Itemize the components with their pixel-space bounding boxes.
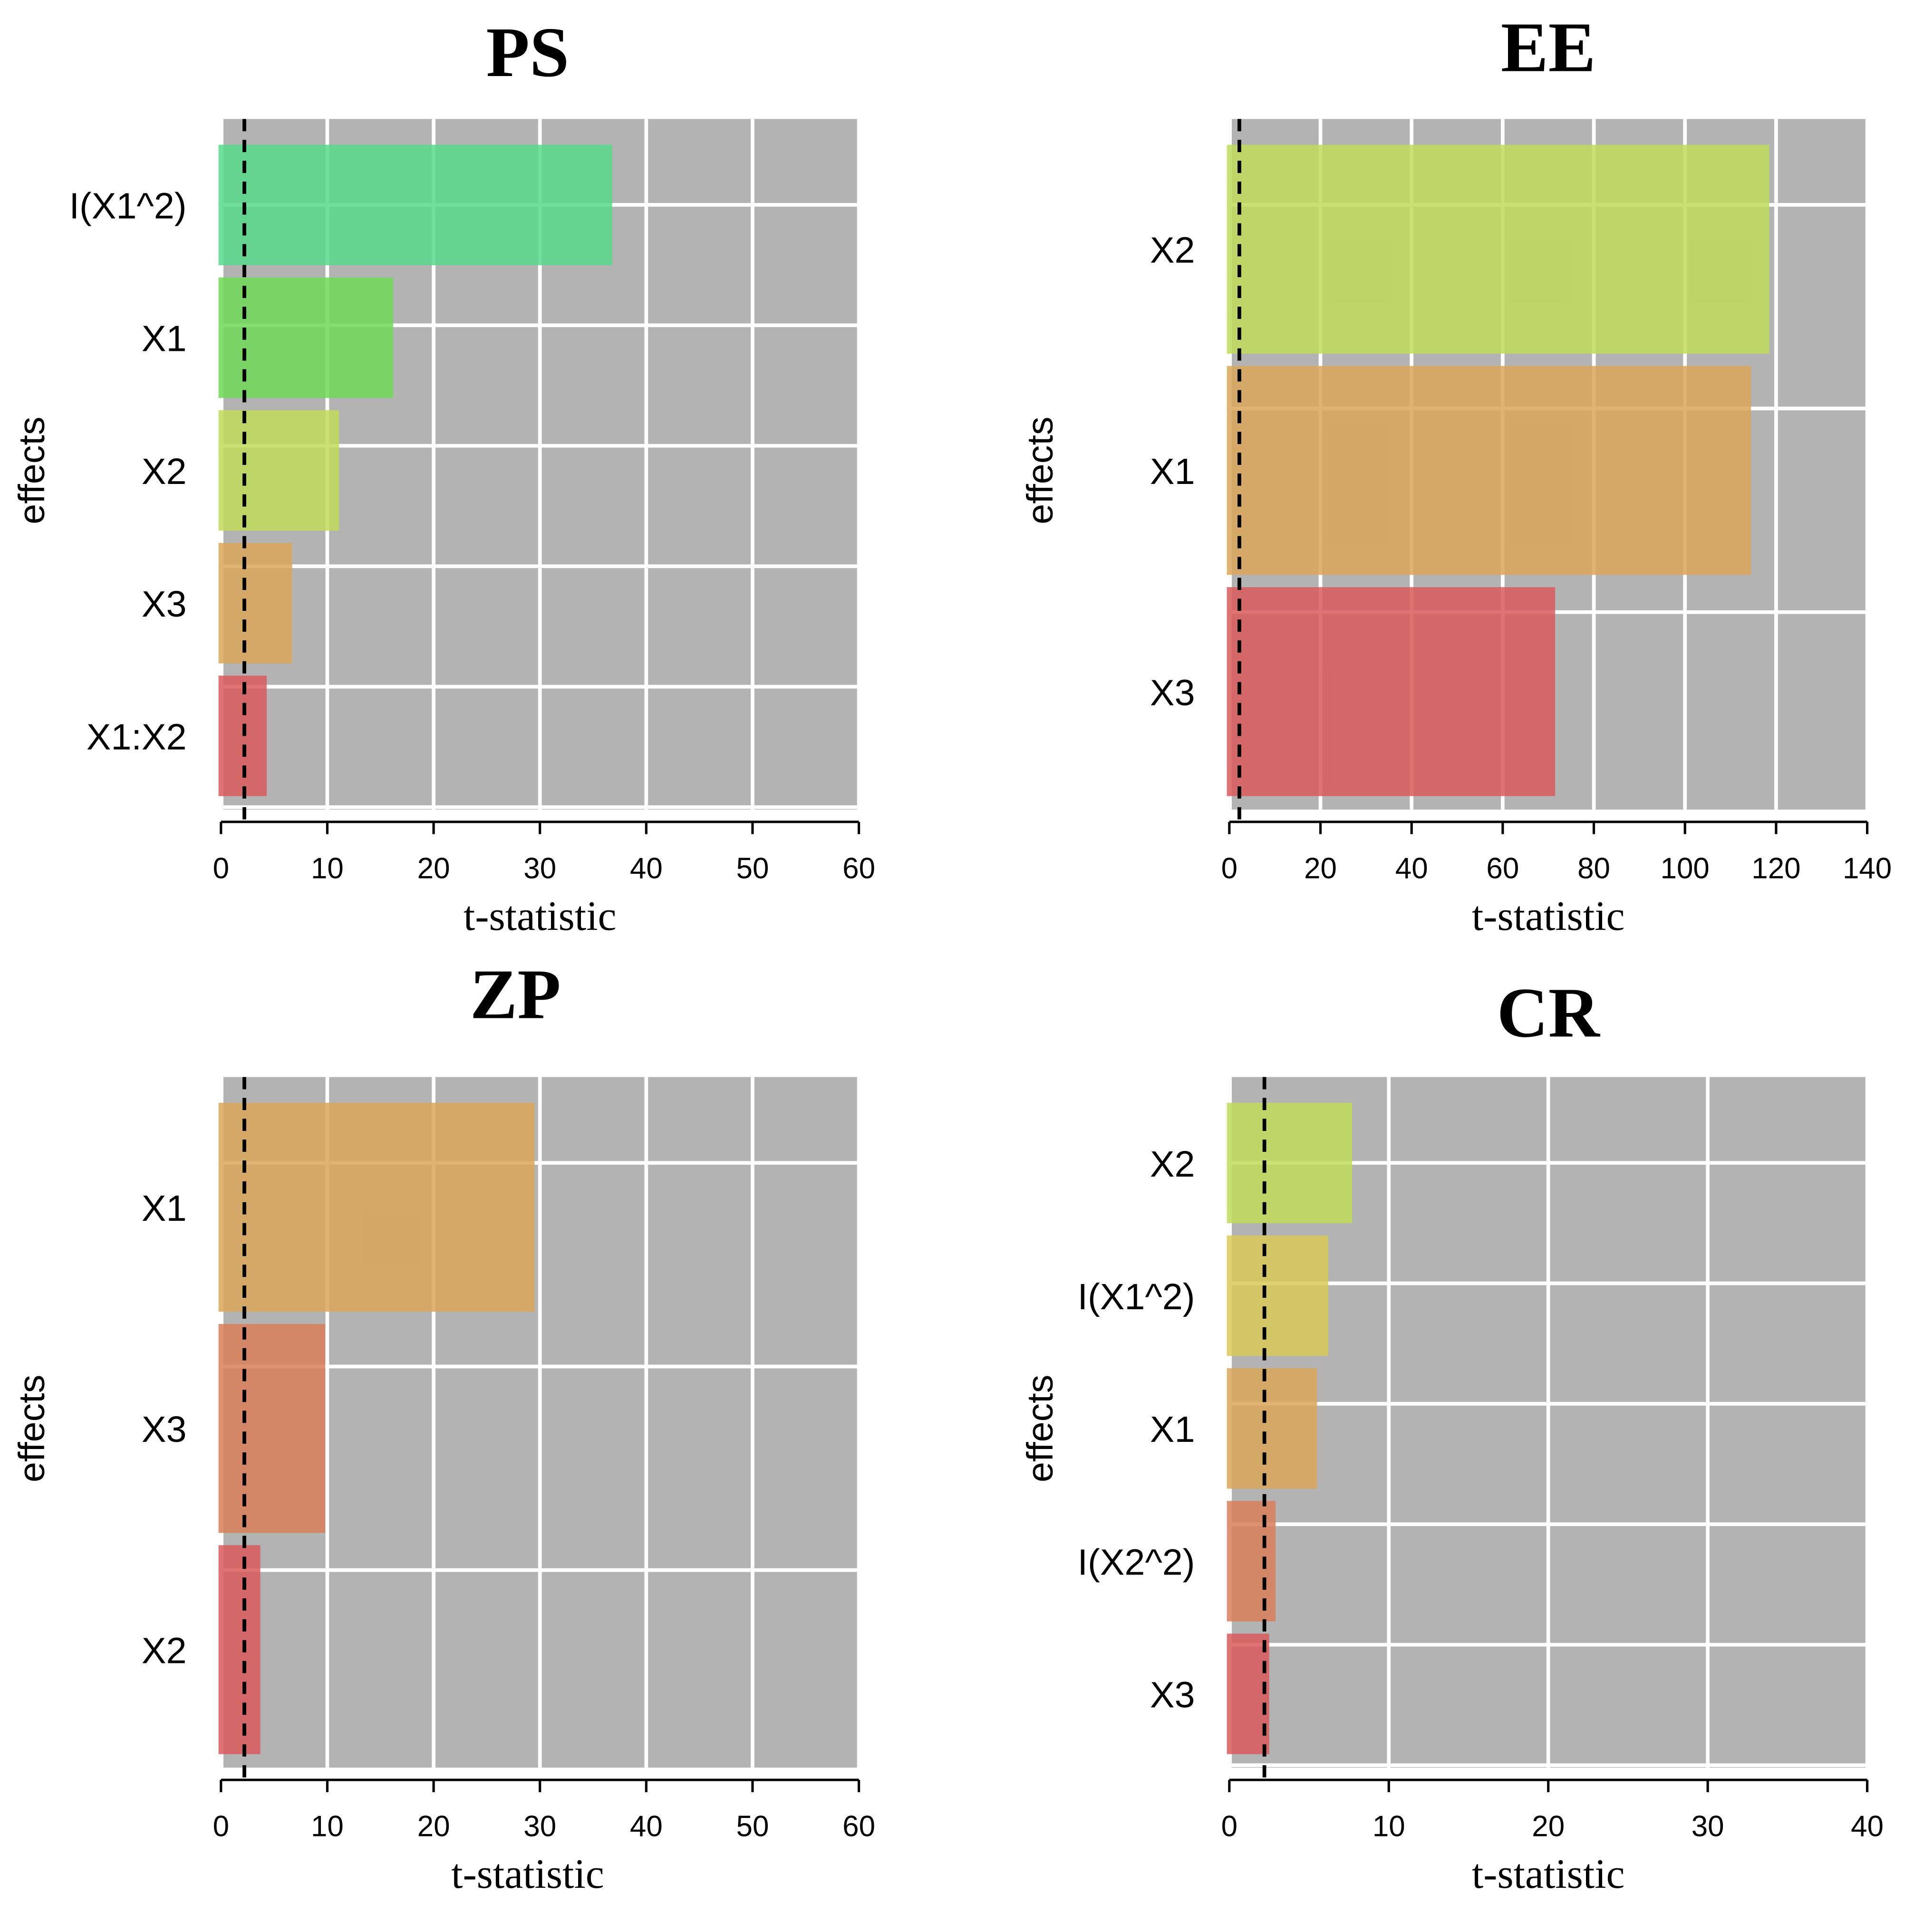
x-tick-label: 0 [213,852,229,885]
bar-x3 [1227,587,1556,796]
category-label: X2 [142,1630,187,1671]
category-label: I(X1^2) [69,186,186,227]
bar-x3 [218,1324,325,1533]
bar-x1 [1227,366,1751,575]
y-axis-label: effects [1020,416,1061,524]
category-label: X1 [1150,1409,1195,1450]
x-axis-label: t-statistic [464,893,617,939]
x-tick-label: 20 [417,1810,450,1843]
bar-x2 [1227,145,1769,354]
chart-title: EE [1501,9,1596,87]
category-label: X1 [142,319,187,359]
panel-cr: X2 I(X1^2) X1 I(X2^2) X3 0 10 20 30 40 t-statistic… [1020,974,1884,1897]
category-label: X2 [1150,230,1195,271]
category-label: I(X1^2) [1078,1276,1195,1317]
category-label: X2 [1150,1144,1195,1185]
category-label: X1 [142,1188,187,1229]
bar-x1 [1227,1368,1317,1489]
bar-i-x2-2- [1227,1501,1276,1622]
x-tick-label: 60 [1486,852,1519,885]
panel-ee: X2 X1 X3 0 20 40 60 80 100 120 140 t-statistic effec… [1020,9,1892,939]
x-tick-label: 10 [311,1810,344,1843]
x-tick-label: 0 [213,1810,229,1843]
x-tick-label: 60 [842,852,875,885]
x-tick-label: 20 [417,852,450,885]
bar-x1 [218,277,394,398]
chart-title: PS [486,13,570,92]
bar-x3 [1227,1633,1269,1754]
bar-x2 [218,1545,261,1754]
x-tick-label: 20 [1532,1810,1565,1843]
y-axis-label: effects [11,1374,52,1482]
chart-title: CR [1497,974,1601,1052]
x-tick-label: 10 [1373,1810,1405,1843]
x-tick-label: 0 [1221,852,1237,885]
bar-i-x1-2- [1227,1235,1328,1356]
y-axis-label: effects [11,416,52,524]
x-tick-label: 50 [736,852,769,885]
bar-x2 [218,410,339,531]
x-tick-label: 60 [842,1810,875,1843]
panel-zp: X1 X3 X2 0 10 20 30 40 50 60 t-statistic effects ZP [11,956,875,1897]
x-tick-label: 40 [1395,852,1428,885]
x-tick-label: 0 [1221,1810,1237,1843]
x-tick-label: 40 [1851,1810,1884,1843]
x-tick-label: 80 [1577,852,1610,885]
x-tick-label: 30 [523,1810,556,1843]
category-label: X3 [1150,672,1195,713]
x-tick-label: 140 [1843,852,1892,885]
panel-ps: I(X1^2) X1 X2 X3 X1:X2 0 10 20 30 40 50 60 t-statist… [11,13,875,939]
category-label: X3 [1150,1675,1195,1716]
category-label: X3 [142,1409,187,1450]
category-label: X1 [1150,451,1195,492]
x-axis-label: t-statistic [1472,893,1625,939]
y-axis-label: effects [1020,1374,1061,1482]
x-tick-label: 10 [311,852,344,885]
x-tick-label: 100 [1661,852,1710,885]
x-axis-label: t-statistic [451,1851,604,1897]
bar-i-x1-2- [218,145,612,265]
category-label: X2 [142,451,187,492]
x-tick-label: 30 [523,852,556,885]
x-tick-label: 20 [1304,852,1337,885]
bar-x3 [218,543,292,664]
x-tick-label: 120 [1751,852,1800,885]
category-label: X1:X2 [87,716,187,757]
chart-title: ZP [470,956,561,1034]
x-tick-label: 40 [630,1810,663,1843]
bar-x1 [218,1102,535,1312]
x-tick-label: 30 [1692,1810,1724,1843]
x-tick-label: 40 [630,852,663,885]
category-label: I(X2^2) [1078,1542,1195,1583]
bar-x2 [1227,1102,1353,1224]
x-tick-label: 50 [736,1810,769,1843]
x-axis-label: t-statistic [1472,1851,1625,1897]
category-label: X3 [142,584,187,625]
